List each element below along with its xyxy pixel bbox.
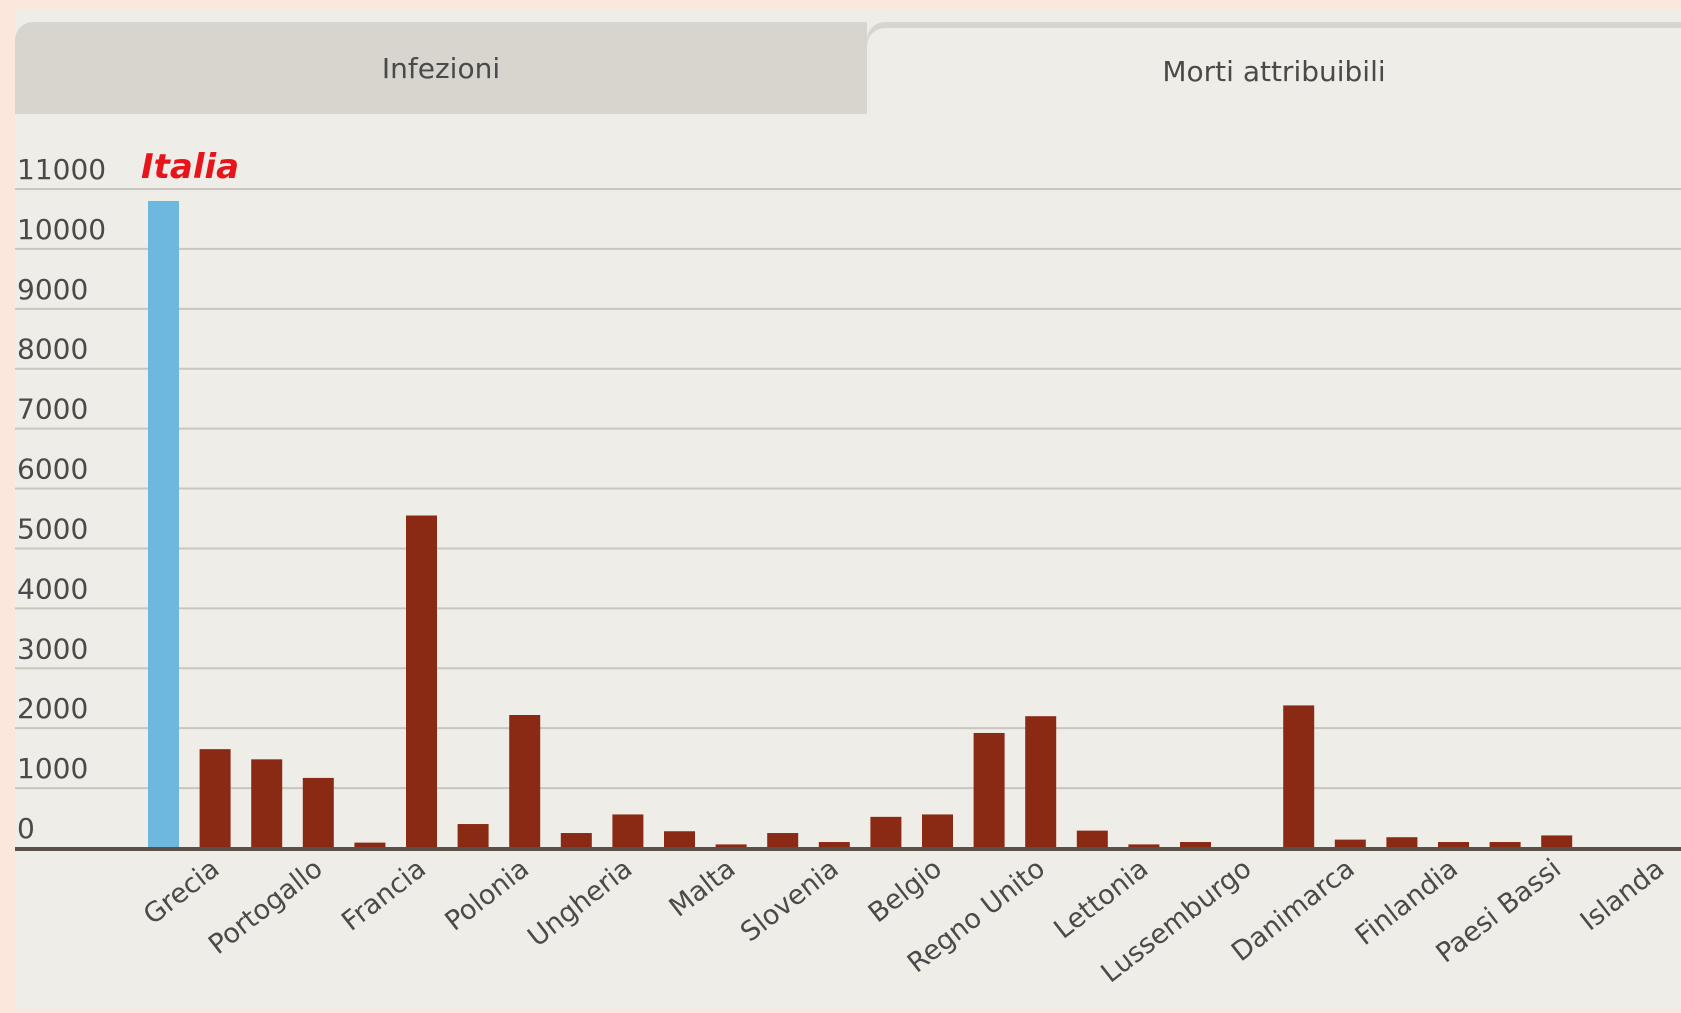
y-tick-label: 11000 [17,153,106,186]
bar [664,831,695,848]
tab-bar: Infezioni Morti attribuibili [15,22,1681,114]
y-tick-label: 8000 [17,333,88,366]
x-tick-label: Slovenia [735,853,845,948]
x-tick-label: Portogallo [203,853,329,961]
bar [457,824,489,848]
y-tick-label: 3000 [17,632,88,665]
y-tick-label: 4000 [17,572,88,605]
bar [509,715,541,848]
bar [302,777,334,848]
y-tick-label: 9000 [17,273,88,306]
x-tick-label: Polonia [439,853,535,937]
bar [1025,716,1057,848]
bar [973,732,1005,848]
bar [1180,842,1211,848]
y-tick-label: 1000 [17,752,88,785]
bar [1283,705,1315,848]
bar [1386,837,1418,848]
bar [715,844,747,848]
y-tick-label: 0 [17,812,35,845]
x-tick-label: Ungheria [522,853,638,953]
bar [1489,842,1521,848]
y-tick-label: 7000 [17,393,88,426]
y-tick-label: 5000 [17,512,88,545]
tab-morti-attribuibili[interactable]: Morti attribuibili [867,28,1681,114]
y-tick-label: 10000 [17,213,106,246]
bar [1438,842,1469,848]
bar [148,200,179,848]
bar [922,814,953,848]
highlight-label: Italia [141,147,239,187]
x-tick-label: Malta [664,853,742,923]
x-tick-label: Belgio [863,853,948,929]
x-tick-label: Francia [336,853,432,937]
bar [1128,844,1160,848]
y-tick-label: 6000 [17,453,88,486]
x-tick-label: Grecia [138,853,226,931]
bar [1541,835,1573,848]
bar [199,749,231,848]
bar [251,759,283,848]
bar [406,515,437,848]
bar [612,814,644,848]
tab-infezioni[interactable]: Infezioni [15,22,867,114]
bar [818,842,850,848]
bar [1334,839,1366,848]
bar [560,833,592,848]
bar [870,816,902,848]
bar [767,833,799,848]
bar [354,842,386,848]
y-tick-label: 2000 [17,692,88,725]
bar [1076,830,1108,848]
x-tick-label: Islanda [1575,853,1670,937]
